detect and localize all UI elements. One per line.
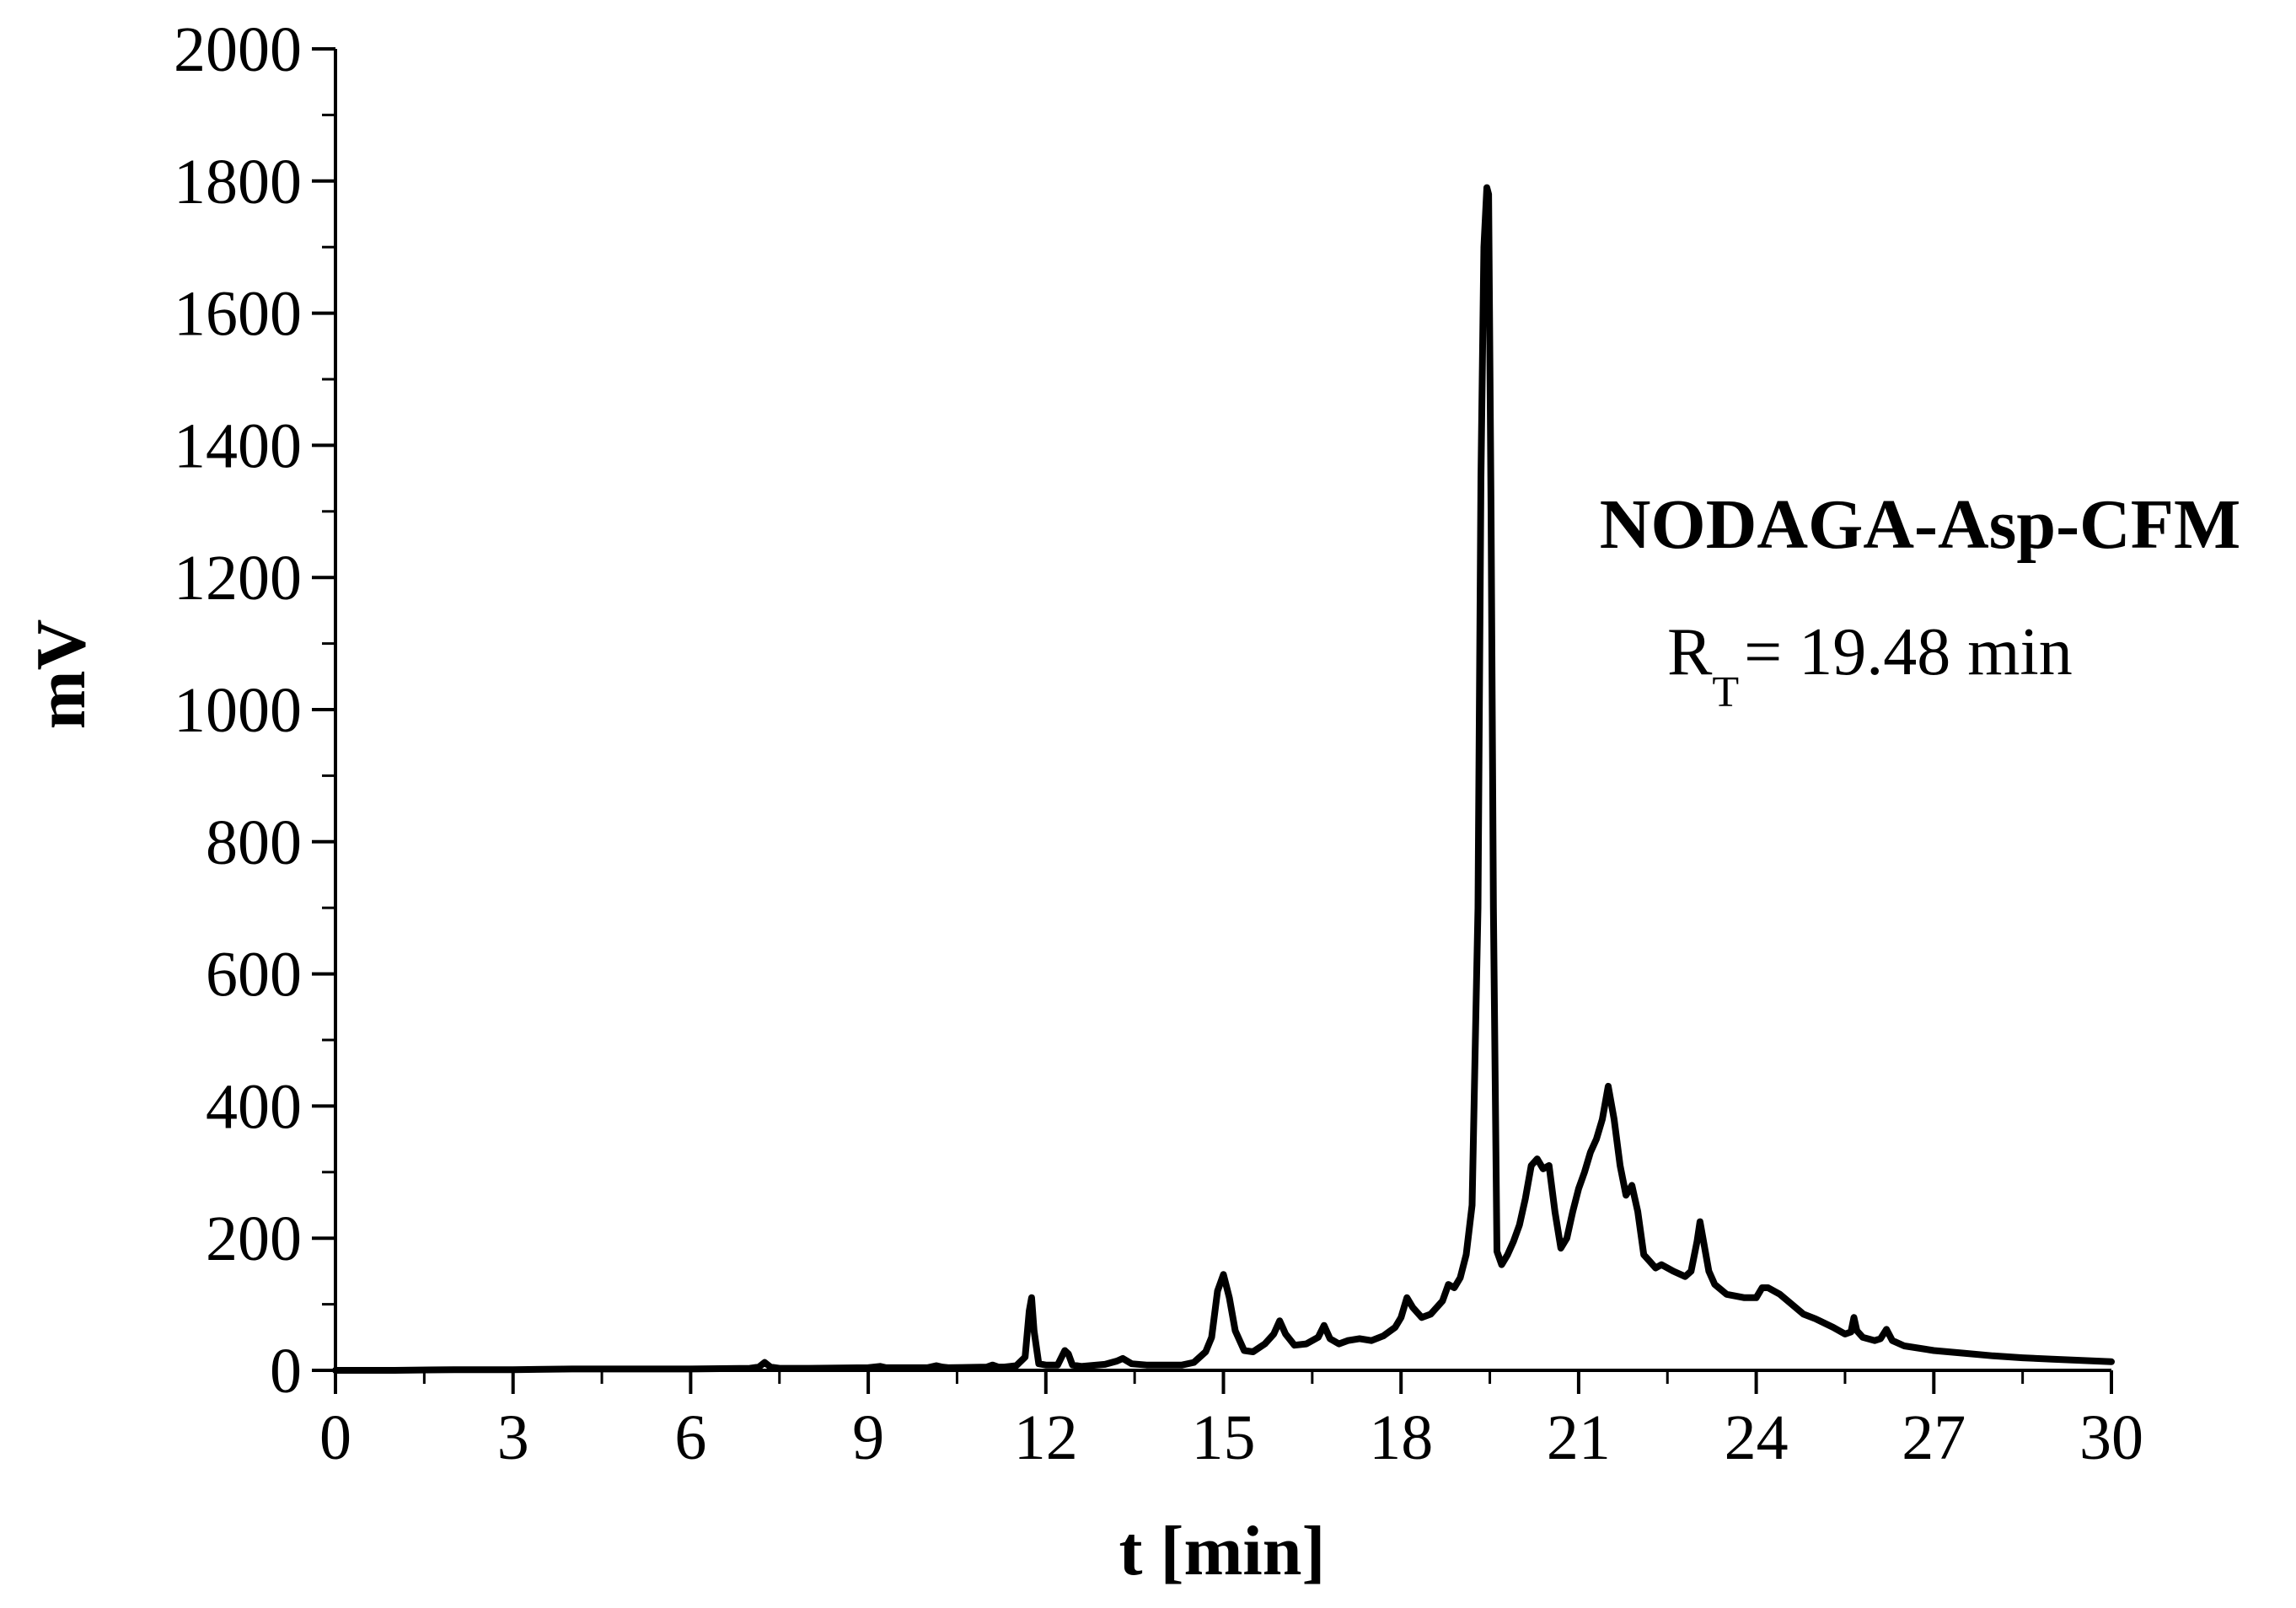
x-tick-label: 0 <box>319 1402 351 1473</box>
series <box>332 184 2115 1374</box>
axes <box>334 49 2111 1372</box>
retention-time-value: = 19.48 min <box>1744 615 2073 689</box>
retention-time-symbol: R <box>1667 615 1713 689</box>
y-tick-label: 0 <box>270 1336 302 1407</box>
y-tick-label: 600 <box>206 940 302 1010</box>
x-tick-label: 12 <box>1014 1402 1078 1473</box>
x-tick-label: 30 <box>2079 1402 2143 1473</box>
y-axis-title: mV <box>22 619 100 730</box>
y-tick-label: 1600 <box>174 279 302 350</box>
y-tick-label: 200 <box>206 1203 302 1274</box>
x-tick-label: 24 <box>1725 1402 1789 1473</box>
x-tick-label: 21 <box>1547 1402 1611 1473</box>
labels: 0 200 400 600 800 1000 1200 1400 1600 1800 2000 0 3 6… <box>174 14 2143 1473</box>
x-tick-label: 18 <box>1369 1402 1433 1473</box>
y-tick-label: 2000 <box>174 14 302 85</box>
y-tick-label: 800 <box>206 807 302 878</box>
retention-time-label: RT= 19.48 min <box>1667 615 2073 716</box>
y-tick-label: 400 <box>206 1071 302 1142</box>
y-tick-label: 1000 <box>174 675 302 746</box>
chromatogram-trace <box>332 184 2115 1374</box>
x-axis-title: t [min] <box>1119 1512 1326 1590</box>
compound-name-label: NODAGA-Asp-CFM <box>1600 485 2241 564</box>
y-tick-label: 1400 <box>174 410 302 481</box>
x-tick-label: 15 <box>1192 1402 1256 1473</box>
retention-time-subscript: T <box>1712 668 1739 716</box>
ticks <box>312 47 2113 1394</box>
x-tick-label: 9 <box>852 1402 884 1473</box>
y-tick-label: 1200 <box>174 543 302 614</box>
y-tick-label: 1800 <box>174 147 302 217</box>
x-tick-label: 27 <box>1902 1402 1966 1473</box>
x-tick-label: 3 <box>497 1402 529 1473</box>
x-tick-label: 6 <box>674 1402 706 1473</box>
